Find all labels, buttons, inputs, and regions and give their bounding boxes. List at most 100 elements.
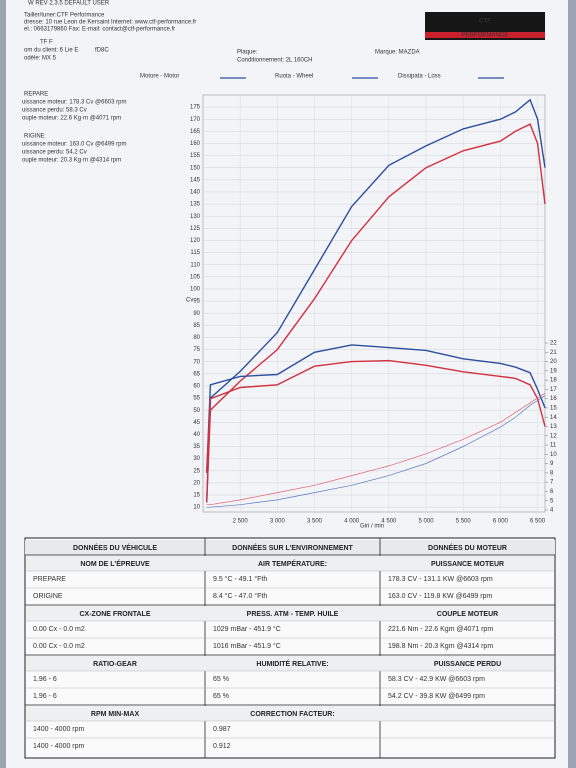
table-cell: 1400 - 4000 rpm: [33, 726, 85, 733]
header-line: el.: 0663179860 Fax: E-mail: contact@ctf…: [24, 27, 175, 33]
logo-stripe: [425, 32, 545, 38]
y-tick-label: 165: [190, 129, 201, 135]
curve: [206, 395, 546, 508]
y2-tick-label: 13: [550, 424, 557, 430]
section-header: CX-ZONE FRONTALE: [79, 611, 150, 618]
table-header: DONNÉES DU MOTEUR: [428, 543, 507, 552]
y-tick-label: 100: [190, 287, 201, 293]
section-header: AIR TEMPÉRATURE:: [258, 559, 327, 568]
table-cell: 0.00 Cx - 0.0 m2: [33, 643, 85, 650]
table-cell: PREPARE: [33, 576, 66, 583]
y-tick-label: 70: [193, 359, 200, 365]
y-tick-label: 40: [193, 432, 200, 438]
y-tick-label: 55: [193, 396, 200, 402]
summary-title: REPARE: [24, 92, 48, 98]
section-header: NOM DE L'ÉPREUVE: [80, 559, 150, 568]
x-tick-label: 4 500: [381, 519, 397, 525]
x-tick-label: 5 000: [419, 519, 435, 525]
y2-tick-label: 9: [550, 461, 554, 467]
y-tick-label: 150: [190, 165, 201, 171]
engine: fD8C: [95, 48, 109, 54]
section-head-bg: [26, 706, 554, 721]
section-head-bg: [26, 556, 554, 571]
curve: [206, 98, 546, 503]
y-tick-label: 15: [193, 493, 200, 499]
y-tick-label: 10: [193, 505, 200, 511]
y-tick-label: 65: [193, 371, 200, 377]
y-tick-label: 160: [190, 141, 201, 147]
y2-tick-label: 22: [550, 341, 557, 347]
y2-tick-label: 15: [550, 406, 557, 412]
section-header: RPM MIN-MAX: [91, 711, 140, 718]
x-tick-label: 5 500: [456, 519, 472, 525]
y2-tick-label: 20: [550, 359, 557, 365]
table-cell: 65 %: [213, 676, 229, 683]
x-tick-label: 2 500: [233, 519, 249, 525]
version: W REV 2.3.5 DEFAULT USER: [28, 1, 110, 7]
y2-tick-label: 10: [550, 452, 557, 458]
y2-tick-label: 6: [550, 489, 554, 495]
table-cell: 65 %: [213, 693, 229, 700]
y2-tick-label: 18: [550, 378, 557, 384]
x-tick-label: 3 500: [307, 519, 323, 525]
y2-tick-label: 21: [550, 350, 557, 356]
client: om du client: 6 Lie E: [24, 48, 78, 54]
conditioning: Conditionnement: 2L 160CH: [237, 58, 313, 64]
y-tick-label: 170: [190, 117, 201, 123]
curve: [206, 359, 546, 473]
table-cell: 0.00 Cx - 0.0 m2: [33, 626, 85, 633]
table-cell: 8.4 °C - 47.0 °Fth: [213, 592, 267, 600]
table-header: DONNÉES DU VÉHICULE: [73, 543, 157, 552]
brand: Marque: MAZDA: [375, 50, 420, 56]
table-cell: 54.2 CV - 39.8 KW @6499 rpm: [388, 693, 485, 700]
y-tick-label: 20: [193, 480, 200, 486]
y2-tick-label: 12: [550, 433, 557, 439]
summary-line: uissance perdu: 58.3 Cv: [22, 108, 87, 114]
curve: [206, 392, 546, 506]
y2-tick-label: 16: [550, 396, 557, 402]
y-tick-label: 80: [193, 335, 200, 341]
table-cell: 198.8 Nm - 20.3 Kgm @4314 rpm: [388, 643, 493, 650]
y-tick-label: 105: [190, 274, 201, 280]
vehicle-code: TF F: [40, 40, 53, 46]
legend-label: Dissipata - Loss: [398, 74, 441, 80]
y-tick-label: 95: [193, 299, 200, 305]
y-tick-label: 135: [190, 202, 201, 208]
y2-tick-label: 8: [550, 470, 554, 476]
legend-label: Ruota - Wheel: [275, 74, 313, 80]
y-tick-label: 110: [190, 262, 200, 268]
table-cell: 1400 - 4000 rpm: [33, 743, 85, 750]
section-header: RATIO-GEAR: [93, 661, 137, 668]
y2-tick-label: 17: [550, 387, 557, 393]
table-cell: 1016 mBar - 451.9 °C: [213, 642, 281, 650]
y-tick-label: 75: [193, 347, 200, 353]
section-header: PUISSANCE PERDU: [434, 661, 501, 668]
y-tick-label: 90: [193, 311, 200, 317]
y-tick-label: 45: [193, 420, 200, 426]
y-tick-label: 125: [190, 226, 201, 232]
section-header: PRESS. ATM - TEMP. HUILE: [247, 611, 339, 618]
y-tick-label: 30: [193, 456, 200, 462]
y-tick-label: 60: [193, 384, 200, 390]
y2-tick-label: 4: [550, 508, 554, 514]
table-cell: 221.6 Nm - 22.6 Kgm @4071 rpm: [388, 626, 493, 633]
plot-area: [202, 94, 546, 513]
y2-tick-label: 19: [550, 368, 557, 374]
table-frame: [24, 537, 556, 759]
table-head-bg: [25, 540, 555, 555]
summary-title: RIGINE: [24, 134, 45, 140]
table-cell: 9.5 °C - 49.1 °Fth: [213, 575, 267, 583]
y-tick-label: 140: [190, 190, 201, 196]
y-tick-label: 120: [190, 238, 201, 244]
y-axis-label: Cv: [186, 298, 193, 304]
table-cell: 1.96 - 6: [33, 693, 57, 700]
section-header: HUMIDITÉ RELATIVE:: [256, 659, 328, 668]
table-cell: 58.3 CV - 42.9 KW @6603 rpm: [388, 676, 485, 683]
model: odèle: MX 5: [24, 56, 57, 62]
x-tick-label: 6 000: [493, 519, 509, 525]
y-tick-label: 85: [193, 323, 200, 329]
legend-label: Motore - Motor: [140, 74, 179, 80]
section-header: COUPLE MOTEUR: [437, 611, 498, 618]
y-tick-label: 35: [193, 444, 200, 450]
